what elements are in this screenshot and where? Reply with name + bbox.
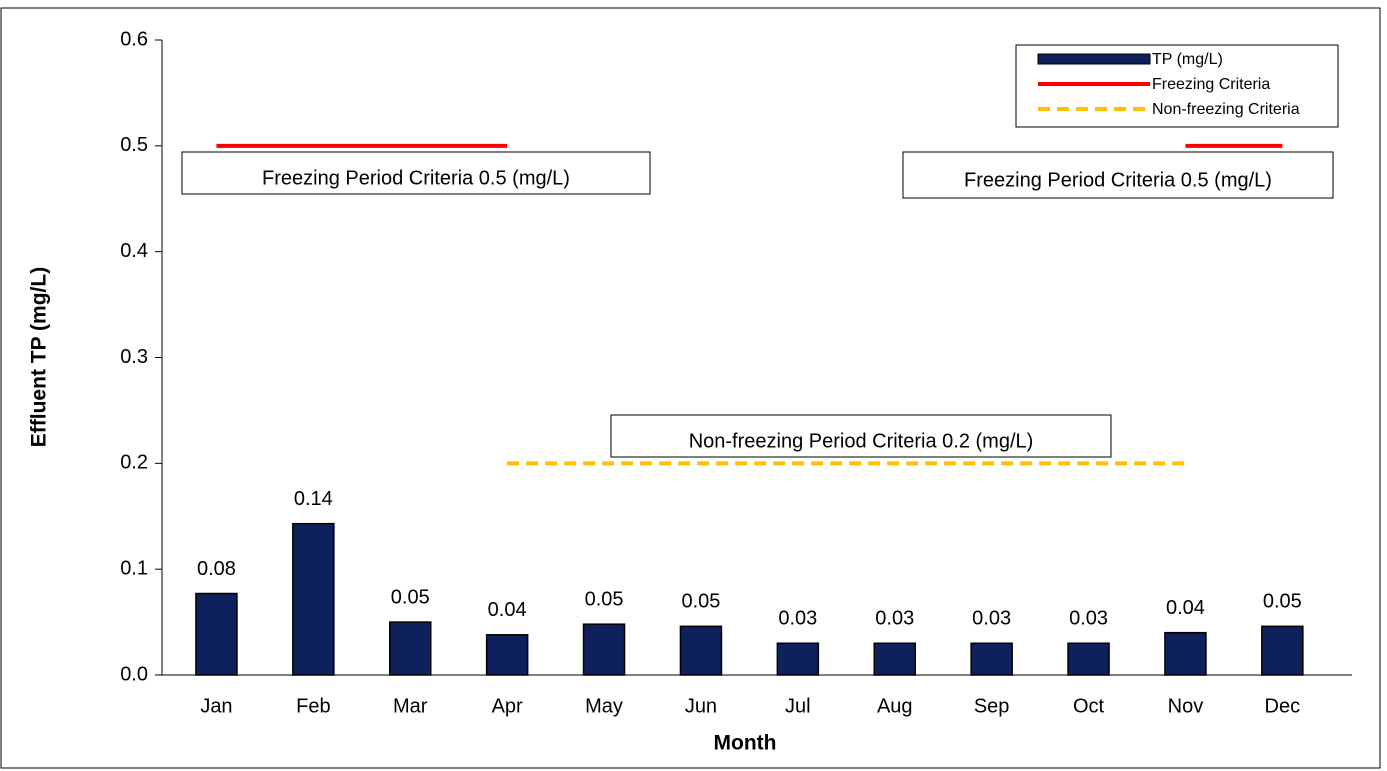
y-tick-label: 0.3 xyxy=(120,346,148,368)
bar xyxy=(1067,642,1110,676)
x-tick-label: Apr xyxy=(492,695,523,717)
x-tick-label: Dec xyxy=(1265,695,1301,717)
annotation: Non-freezing Period Criteria 0.2 (mg/L) xyxy=(689,430,1034,452)
bar xyxy=(776,642,820,676)
value-label: 0.14 xyxy=(294,488,333,510)
legend-label: Freezing Criteria xyxy=(1152,76,1270,93)
y-tick-label: 0.1 xyxy=(120,557,148,579)
x-tick-label: Sep xyxy=(974,695,1010,717)
y-tick-label: 0.6 xyxy=(120,28,148,50)
x-tick-label: Oct xyxy=(1073,695,1105,717)
value-label: 0.04 xyxy=(488,599,527,621)
y-tick-label: 0.2 xyxy=(120,452,148,474)
bar xyxy=(679,625,723,676)
value-label: 0.05 xyxy=(585,588,624,610)
x-tick-label: Mar xyxy=(393,695,428,717)
x-tick-label: Jun xyxy=(685,695,717,717)
y-tick-label: 0.0 xyxy=(120,663,148,685)
annotation-box xyxy=(902,151,1334,199)
legend-swatch xyxy=(1037,53,1151,65)
x-tick-label: May xyxy=(585,695,623,717)
x-tick-label: Jul xyxy=(785,695,811,717)
annotation: Freezing Period Criteria 0.5 (mg/L) xyxy=(964,169,1272,191)
y-tick-label: 0.5 xyxy=(120,134,148,156)
value-label: 0.03 xyxy=(778,608,817,630)
value-label: 0.04 xyxy=(1166,597,1205,619)
bar xyxy=(389,621,432,676)
value-label: 0.03 xyxy=(1069,608,1108,630)
legend-label: TP (mg/L) xyxy=(1152,51,1223,68)
annotation-box xyxy=(181,151,651,195)
annotation: Freezing Period Criteria 0.5 (mg/L) xyxy=(262,167,570,189)
x-tick-label: Aug xyxy=(877,695,913,717)
x-tick-label: Jan xyxy=(200,695,232,717)
x-tick-label: Nov xyxy=(1168,695,1204,717)
value-label: 0.05 xyxy=(681,591,720,613)
annotation-box xyxy=(610,414,1112,458)
value-label: 0.08 xyxy=(197,558,236,580)
bar xyxy=(873,642,916,676)
y-tick-label: 0.4 xyxy=(120,240,148,262)
x-tick-label: Feb xyxy=(296,695,330,717)
bar xyxy=(1261,625,1304,676)
bar xyxy=(292,522,335,676)
legend-label: Non-freezing Criteria xyxy=(1152,101,1300,118)
bar xyxy=(195,592,238,676)
bar xyxy=(1164,631,1207,676)
bar xyxy=(582,623,626,676)
value-label: 0.03 xyxy=(875,608,914,630)
y-axis-label: Effluent TP (mg/L) xyxy=(28,267,51,447)
value-label: 0.05 xyxy=(391,586,430,608)
bar xyxy=(485,634,529,676)
bar xyxy=(970,642,1013,676)
value-label: 0.03 xyxy=(972,608,1011,630)
x-axis-label: Month xyxy=(714,732,777,755)
value-label: 0.05 xyxy=(1263,591,1302,613)
